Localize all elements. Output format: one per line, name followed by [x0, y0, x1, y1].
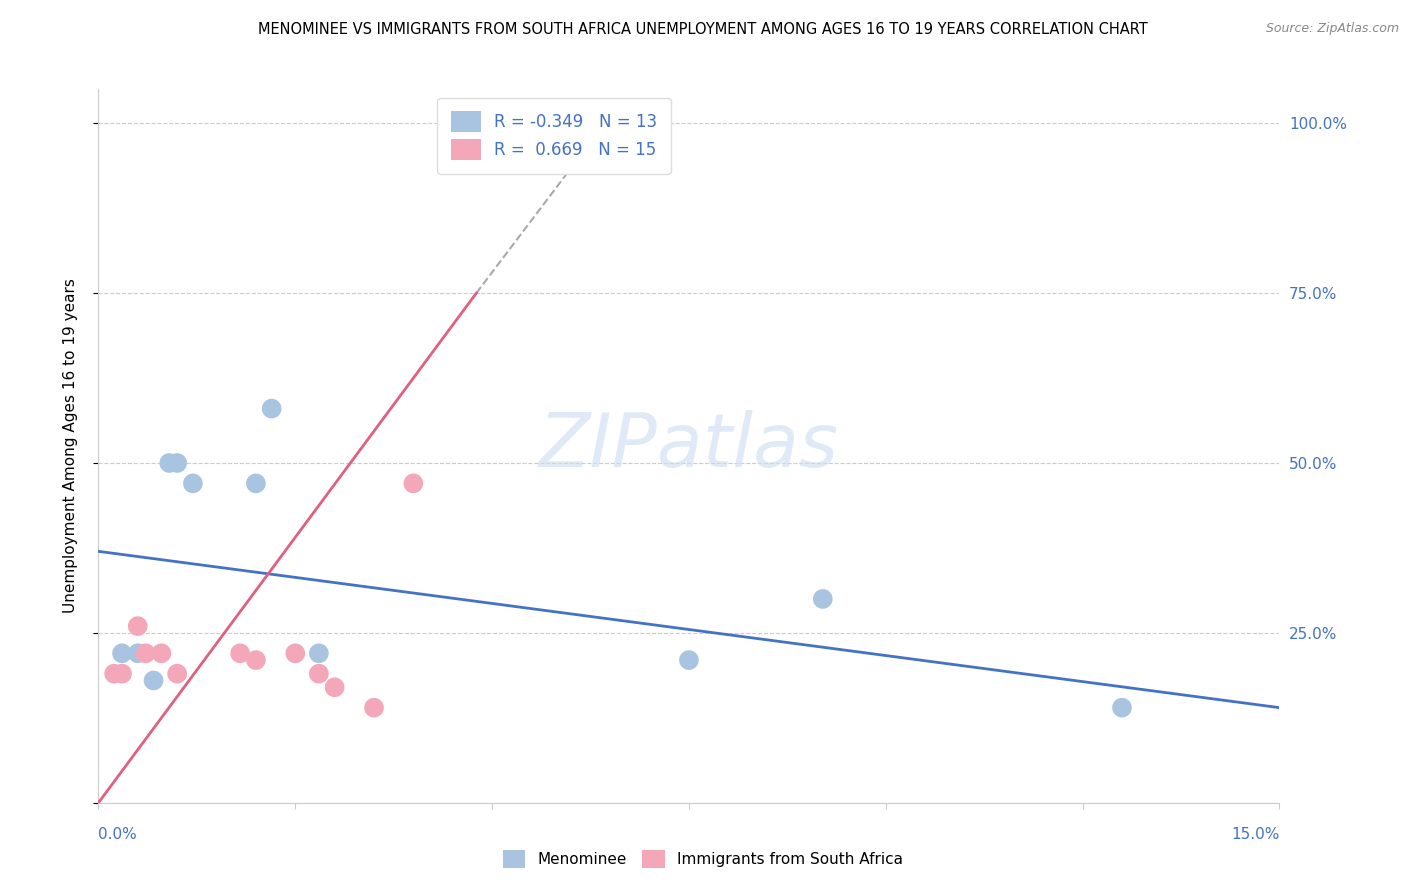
Point: [811, 591, 834, 606]
Legend: Menominee, Immigrants from South Africa: Menominee, Immigrants from South Africa: [495, 843, 911, 875]
Point: [229, 646, 252, 660]
Point: [181, 476, 204, 491]
Point: [308, 666, 330, 681]
Point: [245, 653, 267, 667]
Text: 15.0%: 15.0%: [1232, 827, 1279, 841]
Point: [402, 476, 425, 491]
Point: [260, 401, 283, 416]
Point: [111, 666, 134, 681]
Point: [308, 646, 330, 660]
Point: [166, 666, 188, 681]
Point: [1111, 700, 1133, 714]
Point: [111, 646, 134, 660]
Text: ZIPatlas: ZIPatlas: [538, 410, 839, 482]
Point: [481, 116, 503, 130]
Point: [323, 680, 346, 694]
Point: [150, 646, 173, 660]
Point: [142, 673, 165, 688]
Text: 0.0%: 0.0%: [98, 827, 138, 841]
Text: MENOMINEE VS IMMIGRANTS FROM SOUTH AFRICA UNEMPLOYMENT AMONG AGES 16 TO 19 YEARS: MENOMINEE VS IMMIGRANTS FROM SOUTH AFRIC…: [259, 22, 1147, 37]
Point: [363, 700, 385, 714]
Legend: R = -0.349   N = 13, R =  0.669   N = 15: R = -0.349 N = 13, R = 0.669 N = 15: [437, 97, 671, 174]
Point: [245, 476, 267, 491]
Point: [127, 646, 149, 660]
Point: [157, 456, 180, 470]
Text: Source: ZipAtlas.com: Source: ZipAtlas.com: [1265, 22, 1399, 36]
Point: [135, 646, 157, 660]
Point: [166, 456, 188, 470]
Point: [127, 619, 149, 633]
Point: [284, 646, 307, 660]
Point: [520, 116, 543, 130]
Point: [678, 653, 700, 667]
Y-axis label: Unemployment Among Ages 16 to 19 years: Unemployment Among Ages 16 to 19 years: [63, 278, 77, 614]
Point: [103, 666, 125, 681]
